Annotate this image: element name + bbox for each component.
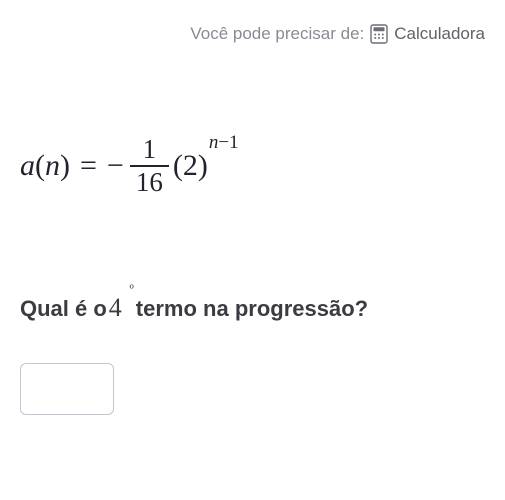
fraction-numerator: 1 xyxy=(137,134,163,165)
formula-paren-open: ( xyxy=(35,151,45,181)
answer-input[interactable] xyxy=(20,363,114,415)
question-term-number: 4º xyxy=(109,293,134,323)
formula-lhs-fn: a xyxy=(20,151,35,181)
ordinal-marker: º xyxy=(129,283,133,299)
term-number-value: 4 xyxy=(109,293,122,322)
exponent-op: − xyxy=(218,132,229,153)
exponent-var: n xyxy=(209,132,219,153)
fraction-denominator: 16 xyxy=(130,167,169,198)
question-part2: termo na progressão? xyxy=(136,296,368,322)
formula-paren-close: ) xyxy=(60,151,70,181)
question-part1: Qual é o xyxy=(20,296,107,322)
base-value: 2 xyxy=(183,149,198,182)
formula-fraction: 1 16 xyxy=(130,134,169,198)
question-text: Qual é o 4º termo na progressão? xyxy=(20,293,485,323)
formula-sign: − xyxy=(107,151,124,181)
base-paren-open: ( xyxy=(173,149,183,182)
formula-display: a(n) = − 1 16 (2) n−1 xyxy=(20,134,485,198)
header-tools: Você pode precisar de: Calculadora xyxy=(20,24,485,44)
calculator-label[interactable]: Calculadora xyxy=(394,24,485,44)
exponent-const: 1 xyxy=(229,132,239,153)
formula-equals: = xyxy=(80,151,97,181)
base-paren-close: ) xyxy=(198,149,208,182)
formula-power: (2) n−1 xyxy=(173,151,208,181)
exponent: n−1 xyxy=(209,133,239,152)
formula-lhs-arg: n xyxy=(45,151,60,181)
calculator-icon[interactable] xyxy=(370,24,388,44)
header-prefix: Você pode precisar de: xyxy=(190,24,364,44)
